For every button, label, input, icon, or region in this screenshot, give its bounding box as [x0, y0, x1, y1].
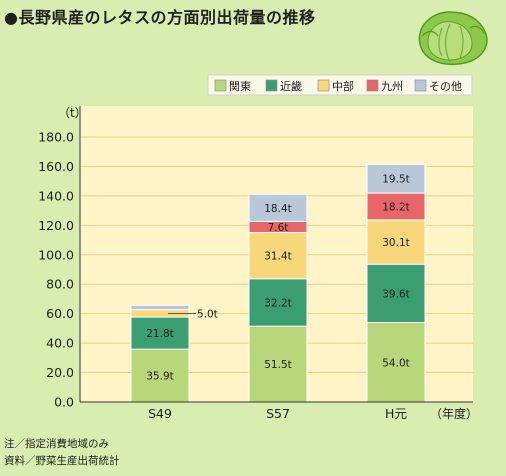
bar-segment — [248, 232, 308, 280]
bar-segment — [366, 219, 426, 265]
legend-swatch — [265, 79, 278, 92]
data-label: 54.0t — [382, 357, 410, 369]
y-tick-label: 100.0 — [38, 247, 74, 262]
legend: 関東 近畿 中部 九州 その他 — [207, 74, 473, 96]
legend-swatch — [366, 79, 379, 92]
data-label: 18.4t — [264, 203, 292, 215]
y-tick-label: 120.0 — [38, 218, 74, 233]
y-tick-labels: 0.0 20.0 40.0 60.0 80.0 100.0 120.0 140.0 160.0 1… — [38, 130, 74, 410]
bar-segment — [366, 163, 426, 194]
data-label: 19.5t — [382, 174, 410, 186]
bar-segment — [130, 304, 190, 311]
legend-swatch — [414, 79, 427, 92]
bars: 35.9t 21.8t 5.0t 51.5t 32.2t 31.4t 7.6t 18.4t 54… — [130, 163, 426, 403]
data-label: 35.9t — [146, 371, 174, 383]
legend-label: 関東 — [229, 80, 251, 93]
x-tick-label: S49 — [148, 406, 172, 421]
y-tick-label: 160.0 — [38, 159, 74, 174]
bar-segment — [130, 316, 190, 350]
note-scope: 注／指定消費地域のみ — [4, 438, 109, 450]
x-tick-label: H元 — [385, 406, 407, 421]
legend-swatch — [214, 79, 227, 92]
data-label: 30.1t — [382, 237, 410, 249]
x-axis-label: （年度） — [430, 406, 478, 421]
y-axis-label: （t） — [58, 106, 87, 120]
bar-segment — [366, 322, 426, 403]
chart-title: ●長野県産のレタスの方面別出荷量の推移 — [4, 8, 316, 27]
legend-swatch — [317, 79, 330, 92]
data-label: 21.8t — [146, 328, 174, 340]
data-label: 18.2t — [382, 201, 410, 213]
bar-segment — [248, 193, 308, 222]
data-label: 5.0t — [197, 308, 218, 320]
y-tick-label: 140.0 — [38, 188, 74, 203]
data-label: 32.2t — [264, 297, 292, 309]
bar-segment — [248, 325, 308, 403]
legend-label: 中部 — [332, 79, 354, 93]
y-tick-label: 20.0 — [46, 365, 74, 380]
y-tick-label: 0.0 — [54, 395, 74, 410]
data-label: 7.6t — [268, 222, 289, 234]
legend-label: その他 — [429, 80, 462, 93]
footnotes: 注／指定消費地域のみ 資料／野菜生産出荷統計 — [4, 436, 120, 470]
bar-segment — [366, 263, 426, 324]
bar-segment — [130, 348, 190, 403]
legend-label: 九州 — [381, 80, 403, 93]
bar-segment — [366, 192, 426, 221]
x-tick-label: S57 — [266, 406, 290, 421]
y-tick-label: 180.0 — [38, 130, 74, 145]
y-tick-label: 40.0 — [46, 336, 74, 351]
y-tick-label: 80.0 — [46, 277, 74, 292]
x-tick-labels: S49 S57 H元 — [148, 406, 407, 421]
y-tick-label: 60.0 — [46, 306, 74, 321]
data-label: 51.5t — [264, 359, 292, 371]
lettuce-icon — [418, 11, 488, 66]
note-source: 資料／野菜生産出荷統計 — [4, 455, 120, 467]
bar-segment — [248, 278, 308, 327]
legend-label: 近畿 — [280, 79, 302, 93]
data-label: 31.4t — [264, 251, 292, 263]
data-label: 39.6t — [382, 288, 410, 300]
